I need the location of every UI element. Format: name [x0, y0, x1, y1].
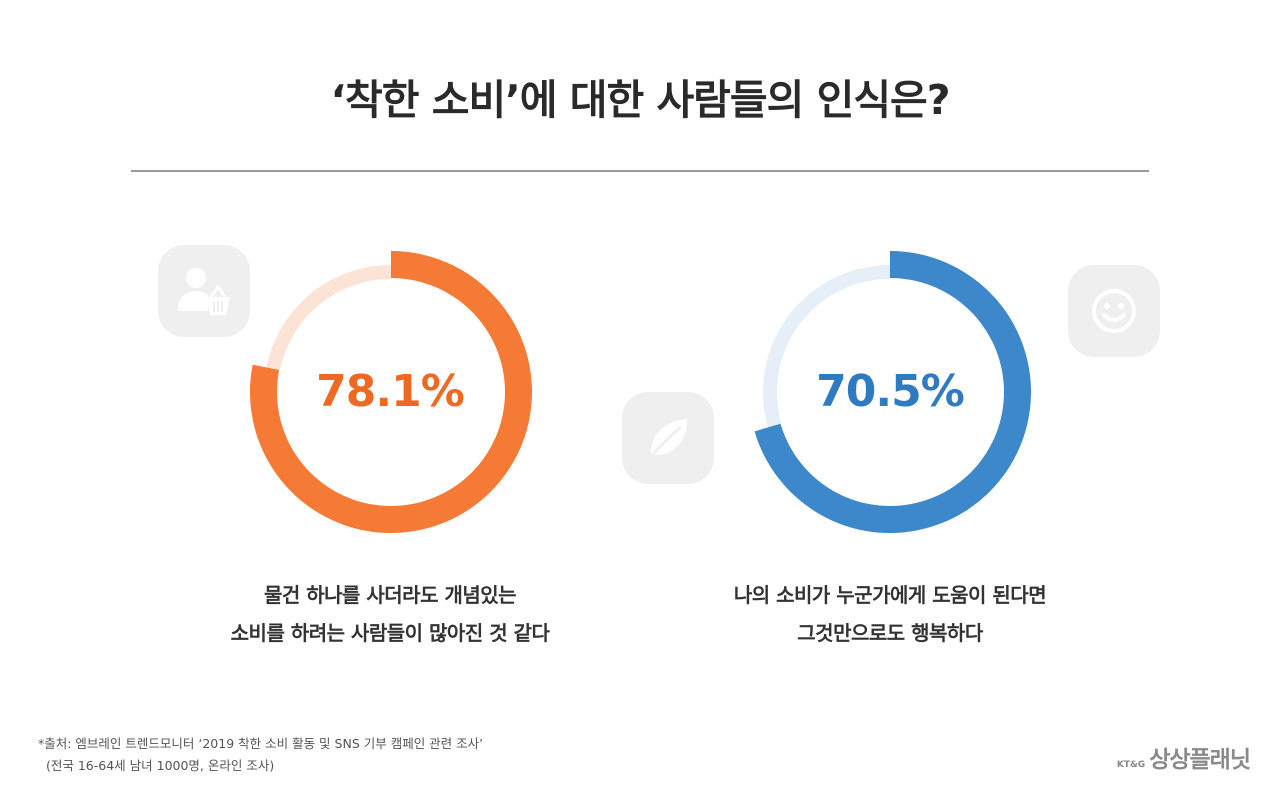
smiley-icon: [1068, 265, 1160, 357]
caption-left-line-2: 소비를 하려는 사람들이 많아진 것 같다: [230, 621, 550, 645]
title-divider: [131, 170, 1149, 172]
percent-label-left: 78.1%: [316, 366, 465, 417]
source-note: *출처: 엠브레인 트렌드모니터 ‘2019 착한 소비 활동 및 SNS 기부…: [38, 733, 483, 777]
person-basket-icon: [158, 245, 250, 337]
caption-right-line-1: 나의 소비가 누군가에게 도움이 된다면: [733, 583, 1047, 607]
donut-chart-left: [250, 251, 533, 533]
caption-left: 물건 하나를 사더라도 개념있는 소비를 하려는 사람들이 많아진 것 같다: [150, 576, 630, 652]
percent-label-right: 70.5%: [816, 366, 965, 417]
caption-right: 나의 소비가 누군가에게 도움이 된다면 그것만으로도 행복하다: [650, 576, 1130, 652]
logo-main-text: 상상플래닛: [1149, 747, 1251, 773]
page-title: ‘착한 소비’에 대한 사람들의 인식은?: [330, 76, 950, 124]
donut-chart-right: [754, 251, 1031, 533]
brand-logo: KT&G 상상플래닛: [1116, 740, 1251, 774]
caption-left-line-1: 물건 하나를 사더라도 개념있는: [263, 583, 517, 607]
caption-right-line-2: 그것만으로도 행복하다: [797, 621, 983, 645]
leaf-icon: [622, 392, 714, 484]
source-line-2: (전국 16-64세 남녀 1000명, 온라인 조사): [46, 758, 275, 773]
donut-hole: [278, 279, 504, 505]
donut-hole: [777, 279, 1003, 505]
source-line-1: *출처: 엠브레인 트렌드모니터 ‘2019 착한 소비 활동 및 SNS 기부…: [38, 736, 484, 751]
logo-small-text: KT&G: [1116, 760, 1146, 770]
